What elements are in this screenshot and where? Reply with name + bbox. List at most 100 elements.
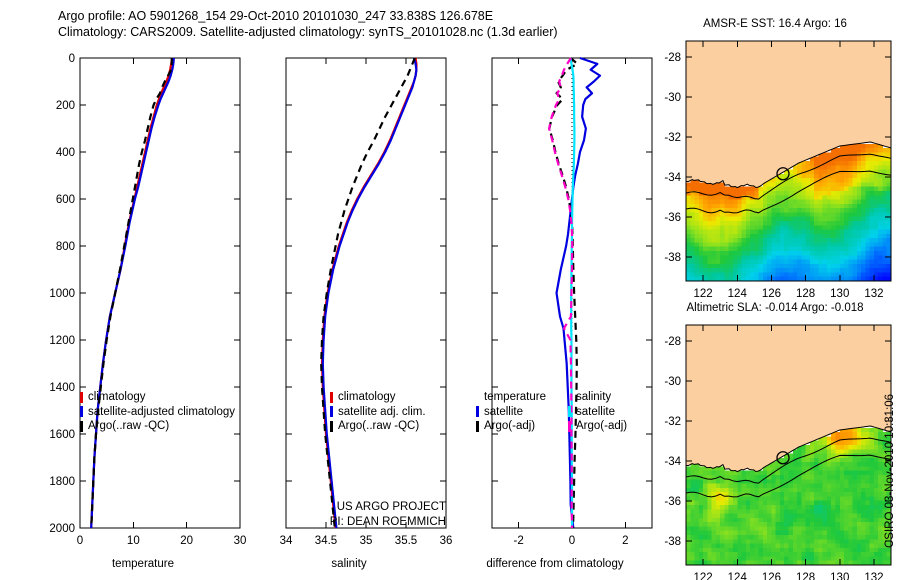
lon-tick-label: 132 (864, 288, 883, 300)
y-tick-label: 1200 (49, 335, 75, 347)
lat-tick-label: -32 (664, 132, 681, 144)
legend-header: salinity (568, 390, 654, 405)
lat-tick-label: -36 (664, 496, 681, 508)
temperature-legend: climatology satellite-adjusted climatolo… (80, 390, 250, 436)
y-tick-label: 400 (56, 147, 75, 159)
difference-legend: temperature satellite Argo(-adj) salinit… (476, 390, 654, 436)
lat-tick-label: -38 (664, 536, 681, 548)
series-temperature-argo-adj- (548, 57, 579, 529)
legend-swatch-satellite (476, 406, 479, 418)
contour-line (686, 153, 891, 200)
legend-swatch-argo (476, 420, 479, 432)
landmass (686, 325, 891, 472)
legend-label: satellite-adjusted climatology (88, 405, 236, 418)
footer-line-2: PI: DEAN ROEMMICH (329, 516, 446, 528)
x-tick-label: 0 (77, 535, 83, 547)
salinity-legend: climatology satellite adj. clim. Argo(..… (330, 390, 448, 436)
sla-map-panel: -28 -30 -32 -34 -36 -38 122 124 126 128 130 132 (648, 320, 898, 580)
lon-tick-label: 124 (728, 572, 748, 580)
lat-tick-label: -32 (664, 416, 681, 428)
x-tick-label: 35.5 (395, 535, 417, 547)
legend-label: Argo(-adj) (576, 420, 628, 432)
y-tick-label: 1600 (49, 429, 75, 441)
legend-swatch-climatology (80, 391, 83, 403)
legend-header-label: salinity (576, 391, 612, 403)
lat-tick-label: -30 (664, 92, 681, 104)
legend-label: Argo(-adj) (484, 420, 536, 432)
contour-line (686, 170, 891, 214)
legend-label: climatology (338, 391, 396, 403)
series-argo-raw-qc- (90, 58, 173, 529)
lat-tick-label: -28 (664, 52, 681, 64)
x-tick-label: 2 (622, 535, 628, 547)
legend-swatch-climatology (330, 391, 333, 403)
lat-tick-label: -28 (664, 336, 681, 348)
coastline (686, 141, 891, 189)
legend-label: Argo(..raw -QC) (88, 420, 170, 432)
map-field (686, 41, 891, 281)
difference-panel: -2 0 2 (456, 54, 654, 547)
legend-swatch-salinity-argo (568, 420, 571, 432)
x-tick-label: 0 (569, 535, 575, 547)
series-salinity-argo-adj- (547, 57, 574, 529)
lat-tick-label: -34 (664, 456, 681, 468)
legend-swatch-satellite (80, 406, 83, 418)
profile-location-marker (776, 451, 790, 465)
lat-tick-label: -36 (664, 212, 681, 224)
sla-map-title: Altimetric SLA: -0.014 Argo: -0.018 (686, 302, 864, 314)
lon-tick-label: 128 (796, 288, 815, 300)
y-tick-label: 200 (56, 100, 75, 112)
series-argo-raw-qc- (320, 57, 416, 529)
legend-swatch-satellite (330, 406, 333, 418)
y-tick-label: 600 (56, 194, 75, 206)
y-tick-label: 1800 (49, 476, 75, 488)
y-tick-label: 1400 (49, 382, 75, 394)
x-tick-label: 34.5 (315, 535, 337, 547)
difference-plot: -2 0 2 (491, 56, 653, 547)
landmass (686, 41, 891, 188)
legend-item: Argo(-adj) (568, 419, 654, 434)
sst-map-panel: -28 -30 -32 -34 -36 -38 122 124 126 128 130 132 (648, 36, 898, 300)
profile-location-marker (776, 167, 790, 181)
difference-xaxis-title: difference from climatology (486, 558, 624, 570)
salinity-plot: 34 34.5 35 35.5 36 (280, 57, 452, 547)
x-tick-label: 20 (180, 535, 193, 547)
project-footer: US ARGO PROJECT PI: DEAN ROEMMICH (248, 500, 446, 530)
lon-tick-label: 128 (796, 572, 815, 580)
contour-line (686, 454, 891, 498)
csiro-credit-wrap: CSIRO 03-Nov-2010 10:31:06 (884, 394, 900, 560)
legend-item: satellite (476, 405, 568, 420)
temperature-xaxis-title: temperature (111, 558, 174, 570)
sla-map-plot: -28 -30 -32 -34 -36 -38 122 124 126 128 130 132 (664, 324, 892, 580)
legend-label: climatology (88, 391, 146, 403)
legend-swatch-salinity-satellite (568, 406, 571, 418)
legend-label: satellite (484, 405, 523, 418)
y-tick-label: 2000 (49, 523, 75, 535)
legend-item: satellite (568, 405, 654, 420)
lon-tick-label: 122 (693, 288, 712, 300)
figure-title: Argo profile: AO 5901268_154 29-Oct-2010… (58, 8, 678, 40)
salinity-panel: 34 34.5 35 35.5 36 (250, 54, 452, 547)
salinity-xaxis-title: salinity (331, 558, 367, 570)
x-tick-label: 35 (360, 535, 373, 547)
lon-tick-label: 124 (728, 288, 748, 300)
contour-line (686, 437, 891, 484)
lon-tick-label: 130 (830, 572, 849, 580)
footer-line-1: US ARGO PROJECT (336, 501, 446, 513)
lon-tick-label: 126 (762, 288, 781, 300)
temperature-panel: 0 200 400 600 800 1000 1200 1400 1600 1800 2000 0 10… (44, 53, 246, 547)
lon-tick-label: 122 (693, 572, 712, 580)
legend-column-salinity: salinity satellite Argo(-adj) (568, 390, 654, 436)
legend-item: satellite adj. clim. (330, 405, 448, 420)
legend-item: climatology (80, 390, 250, 405)
coastline (686, 425, 891, 473)
x-tick-label: 30 (234, 535, 247, 547)
legend-label: satellite (576, 405, 615, 418)
legend-item: Argo(..raw -QC) (330, 419, 448, 434)
x-tick-label: -2 (514, 535, 524, 547)
lon-tick-label: 130 (830, 288, 849, 300)
sst-map-plot: -28 -30 -32 -34 -36 -38 122 124 126 128 130 132 (664, 40, 892, 300)
lat-tick-label: -34 (664, 172, 681, 184)
